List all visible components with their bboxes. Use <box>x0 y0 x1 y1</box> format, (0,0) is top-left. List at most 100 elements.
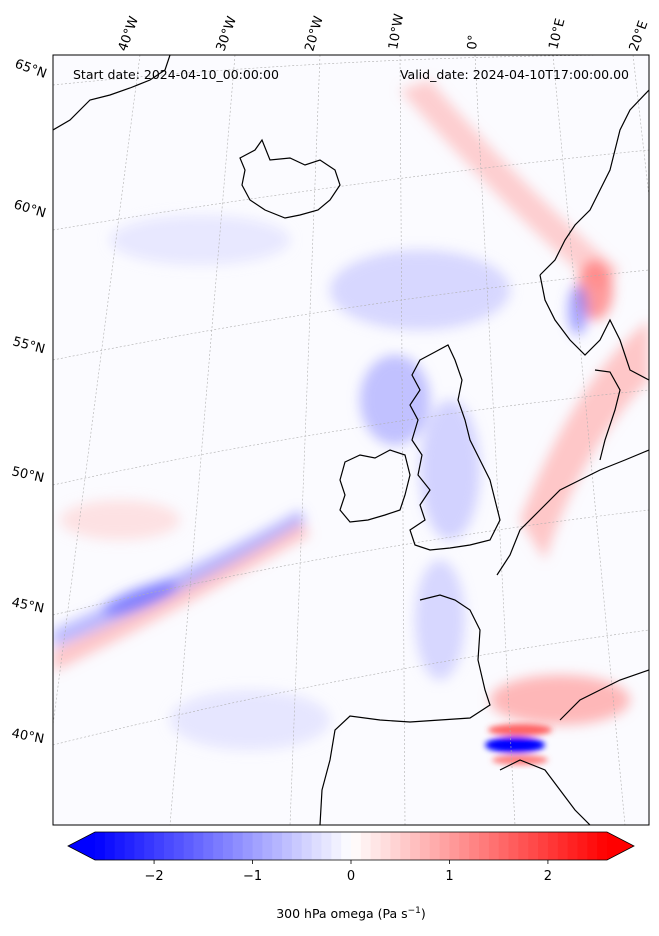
lat-label-60n: 60°N <box>12 197 48 221</box>
colorbar-cell <box>557 832 569 860</box>
colorbar-cell <box>341 832 352 860</box>
lon-label-10w: 10°W <box>386 13 407 51</box>
colorbar-cell <box>360 832 372 860</box>
colorbar-cell <box>321 832 332 860</box>
colorbar-cell <box>439 832 451 860</box>
lat-label-65n: 65°N <box>13 57 49 82</box>
colorbar-cell <box>291 832 303 860</box>
colorbar-cell <box>518 832 529 860</box>
valid-date-text: Valid_date: 2024-04-10T17:00:00.00 <box>400 67 629 82</box>
omega-field <box>53 80 649 750</box>
colorbar-cell <box>252 832 263 860</box>
colorbar-cell <box>410 832 421 860</box>
lon-label-40w: 40°W <box>116 14 142 53</box>
start-date-text: Start date: 2024-04-10_00:00:00 <box>73 67 279 82</box>
omega-blue-iceland-south <box>110 215 290 265</box>
colorbar-cell <box>163 832 175 860</box>
colorbar-cell <box>331 832 342 860</box>
colorbar-cell <box>419 832 431 860</box>
colorbar-cell <box>380 832 391 860</box>
colorbar-ticks: −2 −1 0 1 2 <box>144 860 552 884</box>
colorbar-cell <box>449 832 460 860</box>
lat-label-50n: 50°N <box>10 464 45 486</box>
colorbar-label-suffix: ) <box>421 906 426 921</box>
colorbar-cell <box>301 832 313 860</box>
colorbar-cell <box>547 832 559 860</box>
colorbar-cell <box>262 832 273 860</box>
colorbar-cell <box>173 832 185 860</box>
omega-blue-scotland <box>360 355 430 445</box>
coast-scandinavia-south <box>539 274 649 381</box>
colorbar-cell <box>193 832 204 860</box>
colorbar-cell <box>154 832 165 860</box>
coast-greenland <box>53 55 171 131</box>
coast-iberia-east <box>559 669 649 721</box>
colorbar-cell <box>351 832 362 860</box>
colorbar-label: 300 hPa omega (Pa s−1) <box>276 906 426 921</box>
colorbar-cell <box>272 832 283 860</box>
omega-blue-biscay <box>415 560 465 680</box>
colorbar-cell <box>469 832 480 860</box>
omega-red-band-north <box>400 80 620 290</box>
colorbar-cell <box>134 832 145 860</box>
colorbar-cell <box>429 832 441 860</box>
coast-north-africa <box>499 759 591 825</box>
map-frame <box>52 54 650 826</box>
coastlines <box>53 55 649 825</box>
coast-britain <box>409 344 501 551</box>
colorbar-cell <box>459 832 470 860</box>
lon-label-10e: 10°E <box>546 17 568 51</box>
colorbar-tick-label: −2 <box>144 869 163 884</box>
omega-band-red-atlantic <box>53 520 310 672</box>
colorbar-cell <box>508 832 519 860</box>
colorbar-tick-label: 0 <box>347 869 355 884</box>
colorbar-cell <box>567 832 579 860</box>
colorbar-label-exponent: −1 <box>408 906 421 916</box>
omega-red-band-europe <box>520 320 649 560</box>
colorbar-cell <box>104 832 116 860</box>
lon-label-20w: 20°W <box>302 14 326 53</box>
colorbar-cell <box>203 832 214 860</box>
latitude-labels: 65°N 60°N 55°N 50°N 45°N 40°N <box>10 57 48 748</box>
omega-blue-atlantic-south <box>170 690 330 750</box>
colorbar-cell <box>242 832 254 860</box>
omega-blue-core-med <box>485 737 545 753</box>
longitude-labels: 40°W 30°W 20°W 10°W 0° 10°E 20°E <box>116 13 652 54</box>
coast-scandinavia <box>539 89 649 276</box>
graticule <box>53 55 649 825</box>
omega-red-spain-coast <box>490 675 630 725</box>
colorbar-cell <box>479 832 490 860</box>
colorbar-cell <box>95 832 106 860</box>
colorbar-tick-label: 2 <box>544 869 552 884</box>
colorbar-tick-label: 1 <box>445 869 453 884</box>
lon-label-30w: 30°W <box>214 14 240 53</box>
map-panel <box>53 55 649 825</box>
coast-iceland <box>239 138 341 219</box>
colorbar-label-prefix: 300 hPa omega (Pa s <box>276 906 407 921</box>
colorbar-cell <box>587 832 598 860</box>
lat-label-45n: 45°N <box>10 595 45 616</box>
omega-blue-northsea <box>330 250 510 330</box>
lat-label-40n: 40°N <box>10 726 45 747</box>
coast-ireland <box>339 449 411 523</box>
colorbar-cell <box>498 832 510 860</box>
colorbar-cell <box>124 832 135 860</box>
coast-europe-mainland <box>496 449 649 576</box>
colorbar: −2 −1 0 1 2 300 hPa omega (Pa s−1) <box>67 831 635 921</box>
coast-denmark <box>594 369 621 461</box>
colorbar-cell <box>114 832 126 860</box>
colorbar-cell <box>282 832 293 860</box>
lon-label-20e: 20°E <box>627 19 652 54</box>
omega-blue-uk <box>420 400 480 540</box>
colorbar-cell <box>597 832 608 860</box>
colorbar-cell <box>311 832 323 860</box>
lat-label-55n: 55°N <box>11 334 47 357</box>
colorbar-cells <box>68 832 634 860</box>
coast-france-spain <box>319 594 491 825</box>
colorbar-cell <box>538 832 549 860</box>
omega-red-atlantic-west <box>60 500 180 540</box>
omega-blue-core-atlantic <box>102 581 178 615</box>
colorbar-outline <box>67 831 635 861</box>
colorbar-cell <box>488 832 500 860</box>
